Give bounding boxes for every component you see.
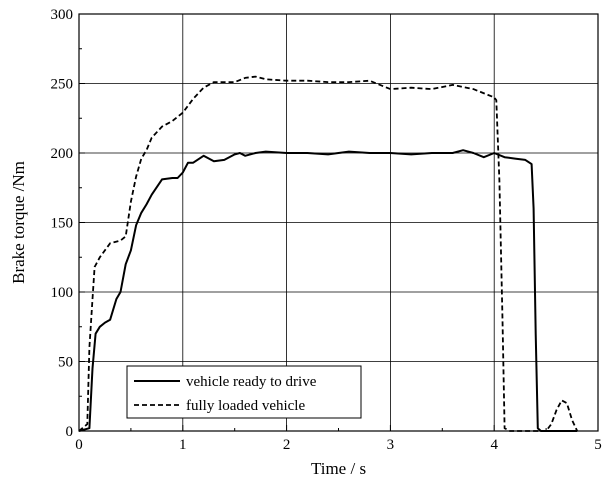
y-tick-label: 50 — [58, 355, 73, 371]
y-tick-label: 300 — [51, 7, 74, 23]
legend-box — [126, 365, 362, 419]
x-tick-label: 2 — [283, 437, 291, 453]
series-line-0 — [78, 149, 578, 432]
y-tick-label: 100 — [51, 285, 74, 301]
y-tick-label: 0 — [66, 424, 74, 440]
y-tick-label: 250 — [51, 77, 74, 93]
gridlines — [79, 14, 598, 431]
x-axis-label: Time / s — [311, 459, 366, 478]
legend-label-vehicle-ready: vehicle ready to drive — [186, 374, 317, 390]
x-tick-label: 4 — [490, 437, 498, 453]
legend: vehicle ready to drive fully loaded vehi… — [126, 365, 362, 419]
x-tick-label: 0 — [75, 437, 83, 453]
y-axis-label: Brake torque /Nm — [9, 161, 28, 284]
y-tick-label: 200 — [51, 146, 74, 162]
x-tick-label: 1 — [179, 437, 187, 453]
x-tick-label: 5 — [594, 437, 602, 453]
legend-label-fully-loaded: fully loaded vehicle — [186, 398, 305, 414]
x-tick-label: 3 — [387, 437, 395, 453]
y-tick-label: 150 — [51, 216, 74, 232]
